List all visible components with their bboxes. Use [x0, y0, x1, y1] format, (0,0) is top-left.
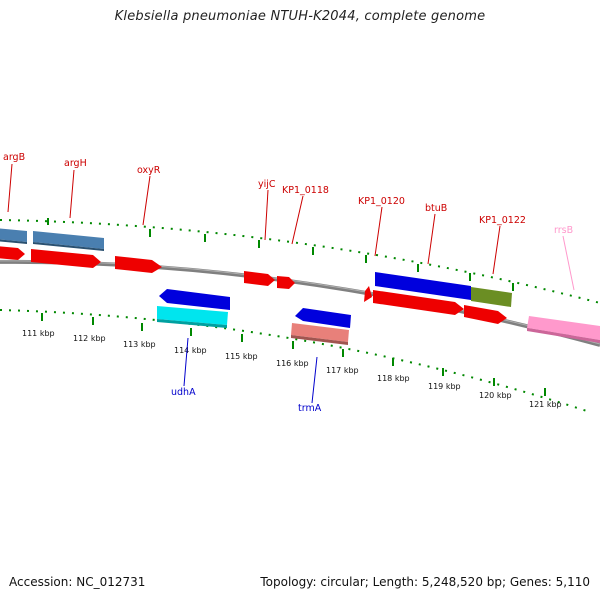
accession-text: Accession: NC_012731	[9, 575, 146, 589]
salmon-feature	[291, 323, 349, 342]
pink-feature-shadow	[527, 328, 600, 343]
gene-label-yijc: yijC	[258, 179, 276, 190]
cyan-feature	[157, 306, 228, 325]
topology-text: Topology: circular; Length: 5,248,520 bp…	[260, 575, 590, 589]
salmon-feature-shadow	[291, 335, 348, 345]
gene-label-trma: trmA	[298, 403, 322, 414]
gene-label-rrsb: rrsB	[554, 225, 573, 236]
reverse-cds-arrows	[159, 272, 471, 328]
kbp-label: 117 kbp	[326, 366, 359, 375]
map-title: Klebsiella pneumoniae NTUH-K2044, comple…	[114, 9, 486, 24]
other-features	[157, 287, 600, 345]
kbp-label: 112 kbp	[73, 334, 106, 343]
kbp-scale-labels: 111 kbp 112 kbp 113 kbp 114 kbp 115 kbp …	[22, 329, 562, 409]
steel-blue-feature	[33, 242, 104, 251]
kbp-label: 115 kbp	[225, 352, 258, 361]
upper-ruler-ticks	[47, 218, 514, 291]
gene-label-argb: argB	[3, 152, 25, 163]
kbp-label: 114 kbp	[174, 346, 207, 355]
cyan-feature-shadow	[157, 319, 227, 328]
steel-blue-feature	[0, 228, 27, 242]
kbp-label: 118 kbp	[377, 374, 410, 383]
kbp-label: 111 kbp	[22, 329, 55, 338]
cds-arrow	[364, 286, 372, 302]
gene-label-btub: btuB	[425, 203, 447, 214]
gene-label-kp1-0118: KP1_0118	[282, 185, 329, 196]
cds-arrow	[159, 289, 230, 310]
cds-arrow	[464, 305, 507, 324]
top-gene-labels: argB argH oxyR yijC KP1_0118 KP1_0120 bt…	[3, 152, 573, 236]
cds-arrow	[244, 271, 275, 286]
forward-cds-arrows	[0, 246, 507, 324]
kbp-label: 116 kbp	[276, 359, 309, 368]
cds-arrow	[375, 272, 471, 300]
gene-label-udha: udhA	[171, 387, 196, 398]
bottom-label-connectors	[183, 337, 318, 404]
steel-blue-feature	[33, 231, 104, 249]
gene-label-argh: argH	[64, 158, 87, 169]
steel-blue-features	[0, 228, 104, 251]
kbp-label: 120 kbp	[479, 391, 512, 400]
cds-arrow	[295, 308, 351, 328]
gene-label-oxyr: oxyR	[137, 165, 161, 176]
top-label-connectors	[7, 163, 575, 291]
bottom-gene-labels: udhA trmA	[171, 387, 322, 414]
cds-arrow	[277, 276, 295, 289]
cds-arrow	[31, 249, 101, 268]
cds-arrow	[0, 246, 25, 260]
olive-feature	[471, 287, 512, 307]
gene-label-kp1-0122: KP1_0122	[479, 215, 526, 226]
pink-feature	[527, 316, 600, 340]
cds-arrow	[115, 256, 162, 273]
lower-ruler-ticks	[41, 313, 546, 396]
gene-label-kp1-0120: KP1_0120	[358, 196, 405, 207]
kbp-label: 119 kbp	[428, 382, 461, 391]
kbp-label: 121 kbp	[529, 400, 562, 409]
steel-blue-feature	[0, 239, 27, 244]
kbp-label: 113 kbp	[123, 340, 156, 349]
cds-arrow	[373, 290, 464, 315]
